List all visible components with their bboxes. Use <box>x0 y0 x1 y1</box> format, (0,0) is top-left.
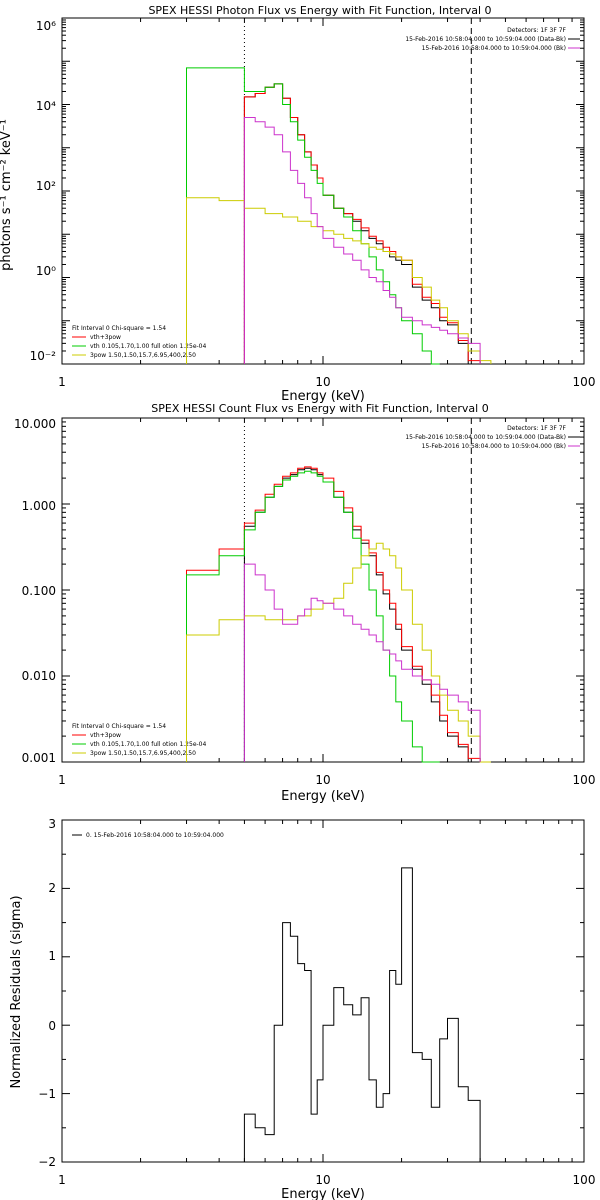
y-tick-label: 1 <box>48 949 56 963</box>
legend-entry: 3pow 1.50,1.50,15.7,6.95,400,2.50 <box>90 352 196 359</box>
y-tick-label: 10.000 <box>14 417 56 431</box>
legend-entry: vth+3pow <box>90 334 121 341</box>
count-flux-panel: SPEX HESSI Count Flux vs Energy with Fit… <box>14 402 595 804</box>
y-tick-label: 2 <box>48 881 56 895</box>
detectors-info: Detectors: 1F 3F 7F <box>507 27 566 34</box>
y-axis-label: Normalized Residuals (sigma) <box>9 895 24 1088</box>
data-series-line <box>243 83 481 364</box>
data-series-line <box>186 466 481 762</box>
data-series-line <box>186 542 491 763</box>
data-series-line <box>243 867 481 1162</box>
plot-marks <box>61 819 585 1163</box>
x-tick-label: 10 <box>315 773 330 787</box>
plot-frame <box>61 417 585 763</box>
plot-frame <box>61 819 585 1163</box>
y-tick-label: 3 <box>48 817 56 831</box>
data-interval-info: 15-Feb-2016 10:58:04.000 to 10:59:04.000… <box>405 36 566 43</box>
legend-header: Fit Interval 0 Chi-square = 1.54 <box>72 325 166 332</box>
photon-flux-panel: SPEX HESSI Photon Flux vs Energy with Fi… <box>0 4 595 404</box>
detectors-info: Detectors: 1F 3F 7F <box>507 425 566 432</box>
legend-entry: vth 0.105,1.70,1.00 full otion 1.25e-04 <box>90 741 206 748</box>
data-series-line <box>243 563 481 762</box>
bk-interval-info: 15-Feb-2016 10:58:04.000 to 10:59:04.000… <box>422 45 566 52</box>
data-interval-info: 15-Feb-2016 10:58:04.000 to 10:59:04.000… <box>405 434 566 441</box>
x-axis-label: Energy (keV) <box>281 1187 365 1200</box>
bk-interval-info: 15-Feb-2016 10:58:04.000 to 10:59:04.000… <box>422 443 566 450</box>
y-tick-label: 0.100 <box>22 584 56 598</box>
data-series-line <box>243 467 481 763</box>
data-series-line <box>243 83 481 365</box>
y-tick-label: 10⁶ <box>36 19 56 33</box>
chart-title: SPEX HESSI Photon Flux vs Energy with Fi… <box>148 4 491 17</box>
legend-entry: 0. 15-Feb-2016 10:58:04.000 to 10:59:04.… <box>86 832 224 839</box>
y-tick-label: −2 <box>38 1155 56 1169</box>
legend-entry: vth 0.105,1.70,1.00 full otion 1.25e-04 <box>90 343 206 350</box>
legend-entry: 3pow 1.50,1.50,15.7,6.95,400,2.50 <box>90 750 196 757</box>
y-tick-label: 10² <box>36 179 56 193</box>
x-axis-label: Energy (keV) <box>281 789 365 804</box>
plot-marks <box>61 418 585 763</box>
y-tick-label: −1 <box>38 1087 56 1101</box>
y-tick-label: 0.001 <box>22 751 56 765</box>
residuals-panel: 3 2 1 0 −1 −2 1 10 100 Energy (keV) Norm… <box>9 817 595 1200</box>
y-tick-label: 10⁰ <box>36 264 56 278</box>
legend-header: Fit Interval 0 Chi-square = 1.54 <box>72 723 166 730</box>
x-tick-label: 10 <box>315 1173 330 1187</box>
y-tick-label: 0.010 <box>22 669 56 683</box>
x-tick-label: 1 <box>58 1173 66 1187</box>
data-series-line <box>186 470 440 763</box>
x-axis-label: Energy (keV) <box>281 389 365 404</box>
data-series-line <box>243 117 481 364</box>
x-tick-label: 100 <box>573 1173 596 1187</box>
y-axis-label: photons s⁻¹ cm⁻² keV⁻¹ <box>0 119 14 271</box>
y-tick-label: 10⁴ <box>36 99 56 113</box>
data-series-line <box>186 67 440 365</box>
y-tick-label: 0 <box>48 1019 56 1033</box>
x-tick-label: 100 <box>573 375 596 389</box>
y-tick-label: 1.000 <box>22 499 56 513</box>
legend-entry: vth+3pow <box>90 732 121 739</box>
x-tick-label: 100 <box>573 773 596 787</box>
data-series-line <box>186 197 492 364</box>
x-tick-label: 1 <box>58 375 66 389</box>
x-tick-label: 1 <box>58 773 66 787</box>
plot-marks <box>61 18 585 365</box>
y-tick-label: 10⁻² <box>30 349 57 363</box>
chart-title: SPEX HESSI Count Flux vs Energy with Fit… <box>151 402 488 415</box>
x-tick-label: 10 <box>315 375 330 389</box>
